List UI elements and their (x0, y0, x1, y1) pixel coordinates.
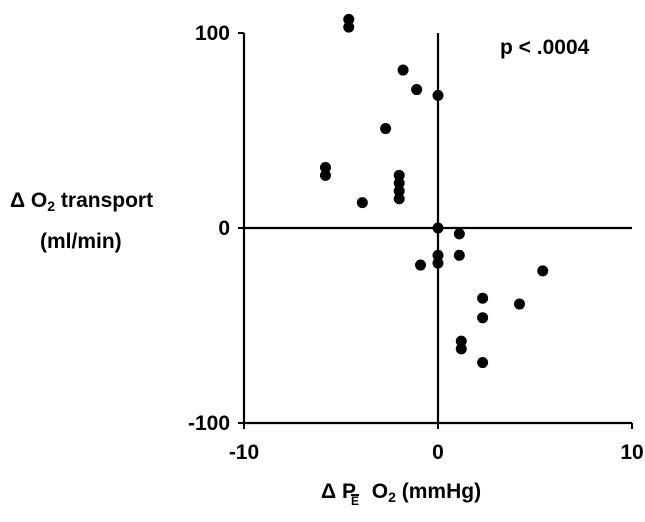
data-point (343, 13, 355, 25)
x-tick-label: -10 (229, 441, 259, 464)
y-tick-label: -100 (188, 412, 230, 435)
data-point (393, 169, 405, 181)
data-point (393, 193, 405, 205)
data-point (393, 185, 405, 197)
y-axis-label-units: (ml/min) (40, 230, 122, 253)
data-point (356, 197, 368, 209)
data-point (397, 64, 409, 76)
p-value-annotation: p < .0004 (500, 36, 590, 59)
data-point (477, 357, 489, 369)
data-point (393, 177, 405, 189)
y-axis-label-line1: Δ O2 transport (10, 189, 154, 214)
y-tick-label: 0 (218, 217, 230, 240)
data-point (411, 84, 423, 96)
mixed-expired-bar (350, 494, 359, 496)
data-point (453, 249, 465, 261)
data-point (432, 89, 444, 101)
x-tick-label: 0 (432, 441, 444, 464)
data-point (513, 298, 525, 310)
data-point (455, 343, 467, 355)
data-points (319, 13, 549, 369)
data-point (380, 123, 392, 135)
x-tick-label: 10 (620, 441, 643, 464)
data-point (319, 169, 331, 181)
y-tick-label: 100 (195, 22, 230, 45)
data-point (453, 228, 465, 240)
data-point (432, 257, 444, 269)
data-point (477, 292, 489, 304)
data-point (432, 222, 444, 234)
data-point (319, 162, 331, 174)
data-point (477, 312, 489, 324)
data-point (432, 249, 444, 261)
data-point (415, 259, 427, 271)
y-axis-label: Δ O2 transport (10, 189, 154, 214)
data-point (343, 21, 355, 33)
data-point (455, 335, 467, 347)
data-point (537, 265, 549, 277)
